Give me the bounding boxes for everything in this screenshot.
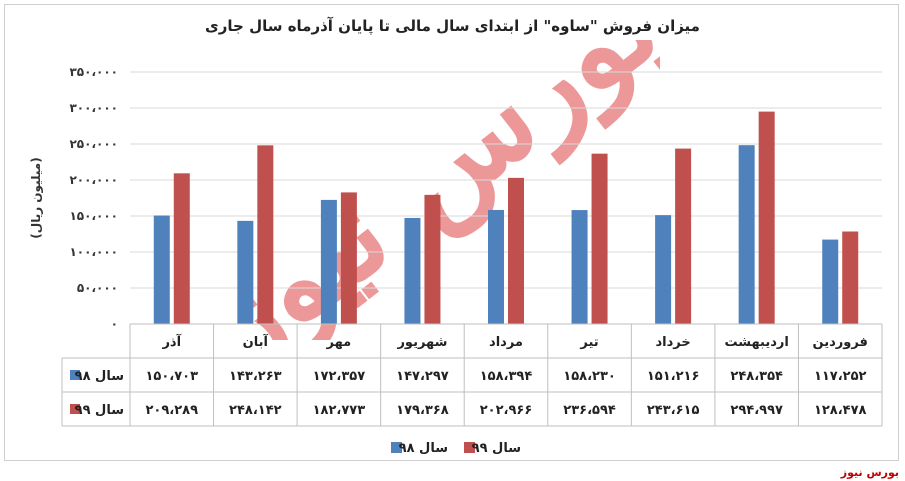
category-label: تیر — [579, 335, 598, 350]
y-tick-label: ۱۵۰،۰۰۰ — [69, 209, 118, 223]
table-legend-swatch — [70, 404, 80, 414]
data-label: ۱۷۲،۳۵۷ — [313, 369, 366, 384]
category-label: اردیبهشت — [724, 335, 788, 350]
bar-series1 — [320, 199, 337, 324]
table-legend-swatch — [70, 370, 80, 380]
data-label: ۱۴۷،۲۹۷ — [396, 369, 449, 384]
data-label: ۲۹۴،۹۹۷ — [730, 403, 783, 418]
data-label: ۲۳۶،۵۹۴ — [563, 403, 616, 418]
bar-series2 — [758, 111, 775, 324]
bar-series1 — [738, 145, 755, 324]
data-label: ۱۸۲،۷۷۳ — [313, 403, 366, 418]
bar-series2 — [424, 194, 441, 324]
source-label: بورس نیوز — [840, 466, 899, 479]
category-label: شهریور — [396, 335, 447, 350]
category-label: خرداد — [655, 335, 690, 350]
bar-series1 — [404, 217, 421, 324]
bar-series2 — [675, 148, 692, 324]
bar-series2 — [842, 231, 859, 324]
data-label: ۲۰۹،۲۸۹ — [146, 403, 199, 418]
data-table: فروردین اردیبهشت خرداد تیر مرداد شهریور مهر آبا… — [61, 323, 883, 427]
category-label: مهر — [326, 335, 352, 350]
chart-title: میزان فروش "ساوه" از ابتدای سال مالی تا … — [205, 17, 700, 35]
y-axis: ۰ ۵۰،۰۰۰ ۱۰۰،۰۰۰ ۱۵۰،۰۰۰ ۲۰۰،۰۰۰ ۲۵۰،۰۰۰ ۳۰۰،۰… — [69, 65, 118, 331]
y-tick-label: ۳۰۰،۰۰۰ — [69, 101, 118, 115]
data-label: ۱۵۸،۳۹۴ — [480, 369, 533, 384]
data-label: ۱۵۸،۲۳۰ — [563, 369, 616, 384]
y-tick-label: ۱۰۰،۰۰۰ — [69, 245, 118, 259]
legend-label: سال ۹۹ — [472, 441, 521, 456]
data-label: ۱۱۷،۲۵۲ — [814, 369, 867, 384]
series-name: سال ۹۸ — [75, 369, 124, 384]
bar-series2 — [340, 192, 357, 324]
data-label: ۲۴۳،۶۱۵ — [647, 403, 700, 418]
category-label: مرداد — [489, 335, 523, 350]
category-label: آبان — [243, 333, 269, 350]
data-label: ۱۵۰،۷۰۳ — [146, 369, 199, 384]
bar-series1 — [571, 210, 588, 324]
bar-series1 — [153, 215, 170, 324]
y-tick-label: ۳۵۰،۰۰۰ — [69, 65, 118, 79]
y-axis-label: (میلیون ریال) — [29, 157, 44, 238]
legend-label: سال ۹۸ — [399, 441, 448, 456]
legend-swatch — [391, 442, 402, 453]
data-label: ۲۰۲،۹۶۶ — [480, 403, 533, 418]
data-label: ۲۴۸،۱۴۲ — [229, 403, 282, 418]
bar-series1 — [822, 239, 839, 324]
bar-series2 — [591, 153, 608, 324]
gridlines — [130, 71, 882, 289]
bar-series2 — [508, 177, 524, 324]
category-label: آذر — [161, 333, 181, 350]
data-label: ۱۴۳،۲۶۳ — [229, 369, 282, 384]
bars — [153, 111, 859, 324]
bar-series1 — [655, 215, 672, 324]
bar-series1 — [488, 209, 504, 324]
data-label: ۲۴۸،۳۵۴ — [730, 369, 783, 384]
y-tick-label: ۰ — [111, 317, 118, 331]
bar-series1 — [237, 220, 254, 324]
category-label: فروردین — [813, 335, 868, 350]
series-name: سال ۹۹ — [75, 403, 124, 418]
y-tick-label: ۵۰،۰۰۰ — [77, 281, 118, 295]
data-label: ۱۲۸،۴۷۸ — [814, 403, 867, 418]
legend-swatch — [464, 442, 475, 453]
bar-series2 — [173, 173, 190, 324]
legend: سال ۹۸ سال ۹۹ — [391, 441, 521, 456]
data-label: ۱۵۱،۲۱۶ — [647, 369, 700, 384]
y-tick-label: ۲۰۰،۰۰۰ — [69, 173, 118, 187]
bar-series2 — [257, 145, 274, 324]
y-tick-label: ۲۵۰،۰۰۰ — [69, 137, 118, 151]
data-label: ۱۷۹،۳۶۸ — [396, 403, 449, 418]
